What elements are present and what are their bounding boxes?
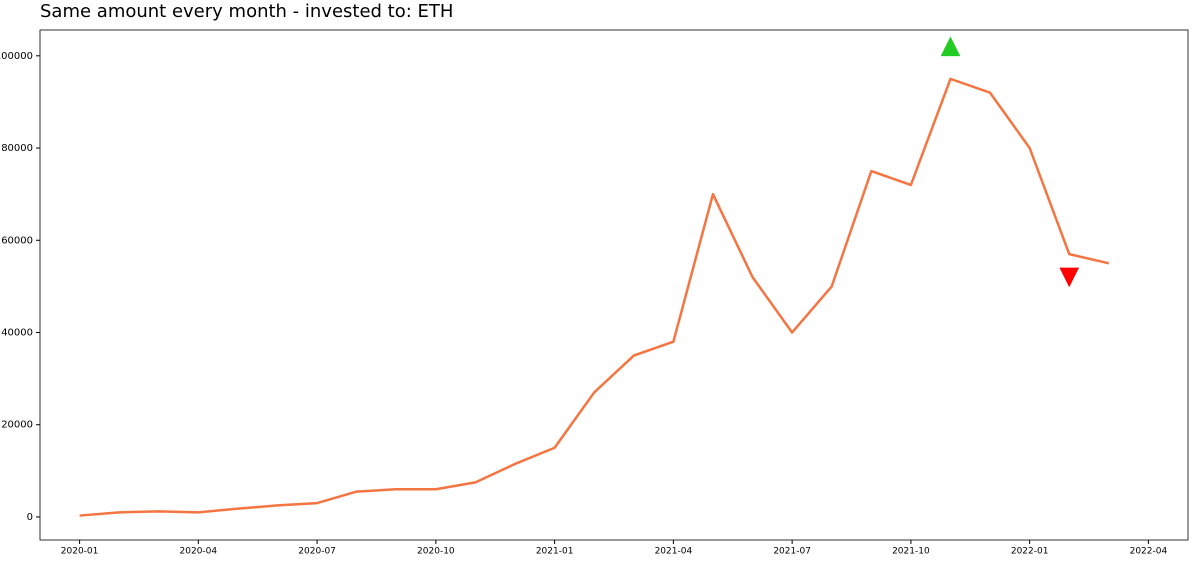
y-tick-label: 20000: [1, 420, 33, 431]
x-tick-label: 2022-04: [1130, 547, 1168, 557]
x-tick-label: 2020-01: [61, 547, 99, 557]
y-tick-label: 100000: [0, 51, 33, 62]
y-tick-label: 60000: [1, 235, 33, 246]
x-tick-label: 2020-07: [298, 547, 336, 557]
x-tick-label: 2020-04: [180, 547, 218, 557]
y-tick-label: 40000: [1, 327, 33, 338]
x-tick-label: 2021-10: [892, 547, 930, 557]
extreme-marker: [1059, 267, 1080, 288]
x-tick-label: 2021-04: [655, 547, 693, 557]
y-tick-label: 0: [27, 512, 33, 523]
x-tick-label: 2021-01: [536, 547, 574, 557]
x-tick-label: 2022-01: [1011, 547, 1049, 557]
plot-frame: [39, 29, 1189, 541]
extreme-marker: [940, 36, 961, 57]
chart-title: Same amount every month - invested to: E…: [40, 1, 453, 22]
x-tick-label: 2020-10: [417, 547, 455, 557]
line: [79, 77, 1110, 517]
y-tick-label: 80000: [1, 143, 33, 154]
x-tick-label: 2021-07: [773, 547, 811, 557]
